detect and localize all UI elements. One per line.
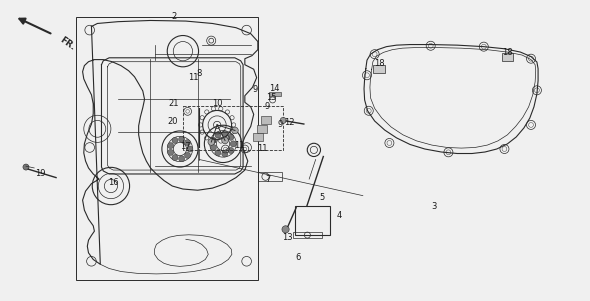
Text: 12: 12 xyxy=(284,118,294,127)
Text: 5: 5 xyxy=(319,193,324,202)
Circle shape xyxy=(168,149,173,155)
Text: 18: 18 xyxy=(374,59,385,68)
Text: 4: 4 xyxy=(337,211,342,220)
Circle shape xyxy=(172,155,178,161)
Bar xyxy=(183,106,283,150)
Text: 2: 2 xyxy=(172,12,176,21)
Text: 11: 11 xyxy=(257,144,268,153)
Circle shape xyxy=(280,117,286,123)
Circle shape xyxy=(185,140,191,146)
Circle shape xyxy=(228,134,234,140)
Bar xyxy=(373,65,385,73)
Text: FR.: FR. xyxy=(58,36,77,52)
Text: 19: 19 xyxy=(35,169,45,178)
Circle shape xyxy=(215,150,221,156)
Bar xyxy=(253,133,263,141)
Text: 18: 18 xyxy=(502,48,513,57)
Circle shape xyxy=(187,146,193,152)
Text: 10: 10 xyxy=(212,99,222,108)
Bar xyxy=(258,172,282,181)
Bar xyxy=(257,125,267,133)
Bar xyxy=(295,206,330,235)
Bar xyxy=(76,17,258,280)
Text: 14: 14 xyxy=(269,84,280,93)
Text: 20: 20 xyxy=(168,117,178,126)
Circle shape xyxy=(222,137,228,144)
Bar xyxy=(269,92,281,96)
Text: 9: 9 xyxy=(264,102,269,111)
Circle shape xyxy=(208,139,215,145)
Circle shape xyxy=(172,137,178,143)
Text: 9: 9 xyxy=(278,120,283,129)
Circle shape xyxy=(222,131,228,137)
Text: 11: 11 xyxy=(234,141,244,150)
Circle shape xyxy=(228,147,234,154)
Circle shape xyxy=(232,127,238,134)
Bar xyxy=(502,53,513,61)
Text: 16: 16 xyxy=(109,178,119,187)
Bar xyxy=(261,116,271,124)
Text: 7: 7 xyxy=(266,175,271,184)
Circle shape xyxy=(185,152,191,158)
Circle shape xyxy=(23,164,29,170)
Circle shape xyxy=(179,156,185,162)
Bar xyxy=(293,232,322,238)
Text: 3: 3 xyxy=(431,202,437,211)
Text: 8: 8 xyxy=(196,69,202,78)
Text: 17: 17 xyxy=(181,142,191,151)
Text: 13: 13 xyxy=(282,233,293,242)
Circle shape xyxy=(222,151,228,157)
Text: 21: 21 xyxy=(169,99,179,108)
Circle shape xyxy=(179,136,185,142)
Circle shape xyxy=(215,132,221,138)
Text: 15: 15 xyxy=(266,93,277,102)
Circle shape xyxy=(230,141,236,147)
Circle shape xyxy=(282,226,289,233)
Text: 9: 9 xyxy=(253,85,258,94)
Circle shape xyxy=(211,137,217,143)
Circle shape xyxy=(168,143,173,149)
Circle shape xyxy=(211,144,217,150)
Text: 11: 11 xyxy=(188,73,198,82)
Text: 6: 6 xyxy=(295,253,301,262)
